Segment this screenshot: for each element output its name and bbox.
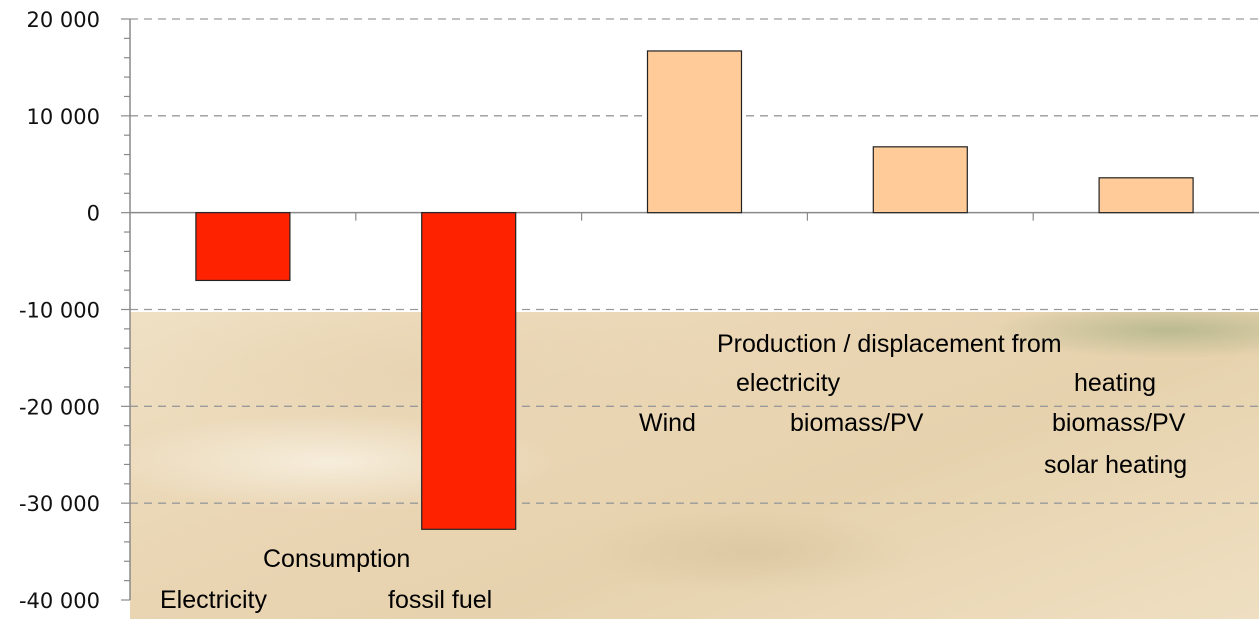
y-tick-label: -40 000: [19, 589, 100, 613]
bars: [195, 50, 1194, 530]
bar: [1098, 177, 1194, 214]
category-label-solar-heating: solar heating: [1044, 451, 1187, 479]
y-tick-label: -20 000: [19, 395, 100, 419]
bar: [646, 50, 743, 214]
category-label-electricity: Electricity: [160, 586, 267, 614]
y-tick-label: 20 000: [27, 8, 100, 32]
subgroup-label-heating: heating: [1074, 369, 1156, 397]
category-label-fossil-fuel: fossil fuel: [388, 586, 492, 614]
bar: [421, 212, 517, 530]
category-label-biomass-pv-heating: biomass/PV: [1052, 409, 1186, 437]
y-tick-labels: -40 000 -30 000 -20 000 -10 000 0 10 000 20 00…: [19, 8, 100, 613]
y-tick-label: 10 000: [27, 105, 100, 129]
consumption-group-label: Consumption: [263, 545, 410, 573]
bar: [872, 146, 968, 214]
y-tick-label: -30 000: [19, 492, 100, 516]
category-label-wind: Wind: [639, 409, 696, 437]
y-tick-label: -10 000: [19, 299, 100, 323]
annotations: Consumption Electricity fossil fuel Prod…: [160, 330, 1187, 614]
category-label-biomass-pv-electricity: biomass/PV: [790, 409, 924, 437]
bar: [195, 212, 291, 282]
background-photo: [130, 312, 1259, 619]
y-tick-label: 0: [87, 202, 100, 226]
production-group-label: Production / displacement from: [717, 330, 1062, 358]
subgroup-label-electricity: electricity: [736, 369, 841, 397]
